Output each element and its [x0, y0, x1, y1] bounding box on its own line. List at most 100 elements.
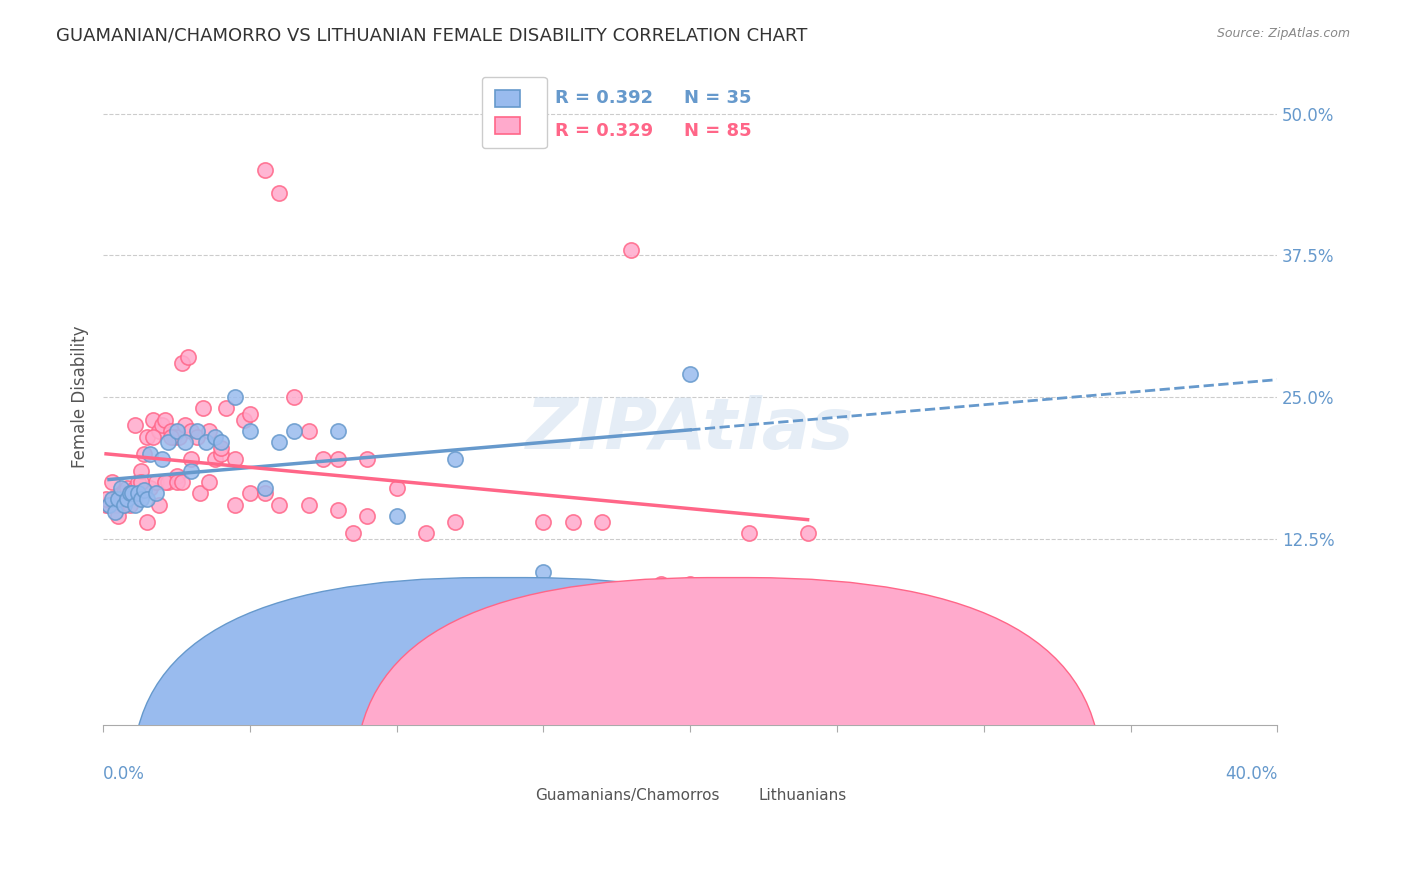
FancyBboxPatch shape — [356, 578, 1101, 892]
Text: ZIPAtlas: ZIPAtlas — [526, 395, 855, 465]
Point — [153, 412, 176, 426]
Point — [253, 486, 276, 500]
Point — [121, 486, 143, 500]
Point — [204, 429, 226, 443]
Point — [233, 412, 256, 426]
Point — [112, 486, 135, 500]
Point — [224, 390, 246, 404]
Text: Guamanians/Chamorros: Guamanians/Chamorros — [536, 788, 720, 803]
Point — [591, 515, 613, 529]
Point — [110, 486, 132, 500]
Text: GUAMANIAN/CHAMORRO VS LITHUANIAN FEMALE DISABILITY CORRELATION CHART: GUAMANIAN/CHAMORRO VS LITHUANIAN FEMALE … — [56, 27, 807, 45]
Point — [107, 498, 129, 512]
Point — [129, 464, 152, 478]
Point — [283, 390, 305, 404]
Point — [224, 498, 246, 512]
Legend: , : , — [482, 77, 547, 148]
Point — [474, 582, 496, 597]
Point — [98, 498, 121, 512]
Point — [503, 582, 526, 597]
Point — [356, 452, 378, 467]
Point — [166, 424, 188, 438]
Point — [385, 481, 408, 495]
Text: R = 0.329: R = 0.329 — [555, 122, 654, 140]
Point — [679, 577, 702, 591]
Point — [124, 481, 146, 495]
Point — [104, 506, 127, 520]
Point — [136, 491, 159, 506]
Point — [166, 475, 188, 489]
Point — [107, 491, 129, 506]
Point — [561, 515, 583, 529]
Point — [134, 446, 156, 460]
Point — [191, 401, 214, 416]
Point — [297, 498, 319, 512]
Point — [177, 351, 200, 365]
Point — [385, 508, 408, 523]
Text: 40.0%: 40.0% — [1225, 765, 1277, 783]
Point — [180, 452, 202, 467]
Point — [134, 483, 156, 497]
Point — [112, 498, 135, 512]
Point — [101, 475, 124, 489]
Point — [186, 424, 208, 438]
Point — [253, 163, 276, 178]
Point — [326, 424, 349, 438]
Point — [148, 498, 170, 512]
Point — [679, 368, 702, 382]
Point — [124, 498, 146, 512]
Point — [101, 491, 124, 506]
Point — [112, 498, 135, 512]
Point — [129, 475, 152, 489]
Point — [209, 441, 232, 455]
Point — [118, 498, 141, 512]
Point — [342, 525, 364, 540]
Point — [415, 525, 437, 540]
Point — [136, 429, 159, 443]
Point — [104, 498, 127, 512]
Text: Source: ZipAtlas.com: Source: ZipAtlas.com — [1216, 27, 1350, 40]
Point — [172, 356, 194, 370]
Point — [533, 566, 555, 580]
Point — [150, 452, 173, 467]
Point — [188, 486, 211, 500]
Point — [180, 464, 202, 478]
Point — [129, 491, 152, 506]
Point — [269, 435, 291, 450]
Point — [94, 491, 117, 506]
Point — [204, 452, 226, 467]
Point — [118, 486, 141, 500]
Point — [142, 429, 165, 443]
Point — [174, 435, 197, 450]
Text: N = 35: N = 35 — [685, 89, 752, 107]
Point — [650, 577, 672, 591]
Point — [186, 429, 208, 443]
Point — [118, 486, 141, 500]
Point — [115, 481, 138, 495]
Point — [156, 435, 179, 450]
Point — [142, 412, 165, 426]
Point — [198, 424, 221, 438]
Point — [169, 429, 191, 443]
Point — [444, 452, 467, 467]
Point — [239, 424, 262, 438]
Text: Lithuanians: Lithuanians — [758, 788, 846, 803]
Point — [145, 486, 167, 500]
Point — [194, 435, 217, 450]
Y-axis label: Female Disability: Female Disability — [72, 326, 89, 468]
Point — [283, 424, 305, 438]
Point — [796, 525, 818, 540]
Point — [127, 486, 149, 500]
Point — [159, 429, 181, 443]
Point — [312, 452, 335, 467]
Point — [269, 186, 291, 200]
Point — [326, 503, 349, 517]
Point — [620, 243, 643, 257]
Point — [153, 475, 176, 489]
Point — [136, 515, 159, 529]
Point — [209, 435, 232, 450]
Point — [98, 498, 121, 512]
Point — [174, 418, 197, 433]
Point — [139, 481, 162, 495]
Point — [738, 525, 761, 540]
